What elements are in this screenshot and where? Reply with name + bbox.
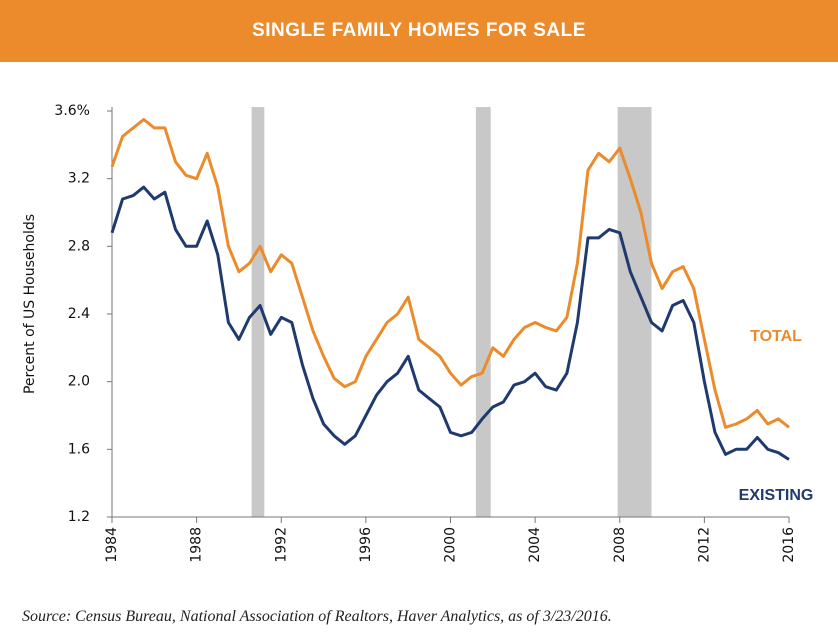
chart-title: SINGLE FAMILY HOMES FOR SALE	[0, 0, 838, 62]
y-tick-label: 1.2	[68, 509, 90, 525]
y-axis-label: Percent of US Households	[22, 214, 38, 394]
x-tick-label: 1988	[189, 527, 205, 563]
x-tick-label: 2016	[781, 527, 797, 563]
x-tick-label: 2008	[612, 527, 628, 563]
x-tick-label: 2000	[443, 527, 459, 563]
y-tick-label: 2.8	[68, 238, 90, 254]
y-tick-label: 3.6%	[54, 103, 90, 119]
y-tick-label: 3.2	[68, 171, 90, 187]
y-tick-label: 2.4	[68, 306, 90, 322]
source-note: Source: Census Bureau, National Associat…	[22, 608, 612, 625]
chart: 1.2 1.6 2.0 2.4 2.8 3.2 3.6% 1984 1988 1992 1996 20…	[22, 103, 814, 563]
series-line	[110, 118, 790, 429]
series-line	[110, 185, 790, 461]
recession-band	[475, 107, 491, 517]
y-tick-label: 2.0	[68, 374, 90, 390]
x-tick-label: 2004	[527, 527, 543, 563]
recession-band	[251, 107, 265, 517]
y-tick-label: 1.6	[68, 441, 90, 457]
x-tick-label: 1984	[104, 527, 120, 563]
x-tick-label: 1996	[358, 527, 374, 563]
x-tick-label: 2012	[696, 527, 712, 563]
series-label: EXISTING	[739, 487, 814, 504]
x-tick-label: 1992	[273, 527, 289, 563]
series-label: TOTAL	[750, 328, 802, 345]
